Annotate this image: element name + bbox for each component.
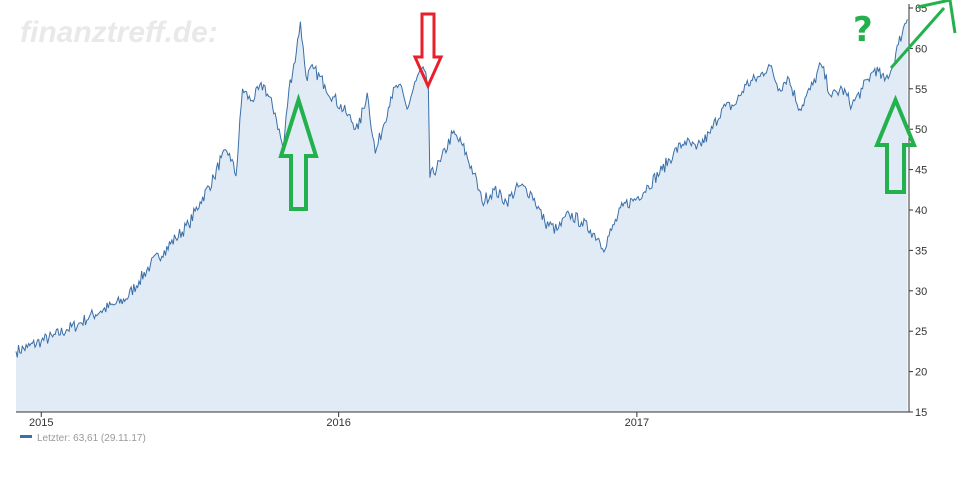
y-tick-label: 25 [915, 326, 927, 338]
legend-label: Letzter: 63,61 (29.11.17) [37, 433, 146, 444]
legend-swatch [20, 435, 32, 438]
y-tick-label: 55 [915, 84, 927, 96]
green-up-arrow-2015-peak [278, 93, 319, 211]
x-tick-label: 2016 [326, 417, 350, 429]
question-mark: ? [853, 10, 873, 50]
y-tick-label: 35 [915, 245, 927, 257]
y-tick-label: 20 [915, 367, 927, 379]
price-area [16, 19, 908, 413]
x-tick-label: 2015 [29, 417, 53, 429]
x-tick-label: 2017 [625, 417, 649, 429]
y-tick-label: 50 [915, 124, 927, 136]
red-down-arrow-2016-peak [412, 12, 444, 90]
y-tick-label: 60 [915, 43, 927, 55]
green-diagonal-arrow-head [917, 0, 957, 34]
plot-area [15, 19, 908, 413]
y-tick-label: 45 [915, 165, 927, 177]
green-up-arrow-2017-low [874, 94, 917, 194]
y-tick-label: 15 [915, 407, 927, 419]
green-diagonal-arrow-shaft [889, 7, 946, 69]
x-axis-ticks: 2015 2016 2017 [29, 412, 649, 429]
watermark: finanztreff.de: [20, 16, 218, 49]
y-tick-label: 40 [915, 205, 927, 217]
price-line [15, 19, 908, 358]
y-tick-label: 30 [915, 286, 927, 298]
